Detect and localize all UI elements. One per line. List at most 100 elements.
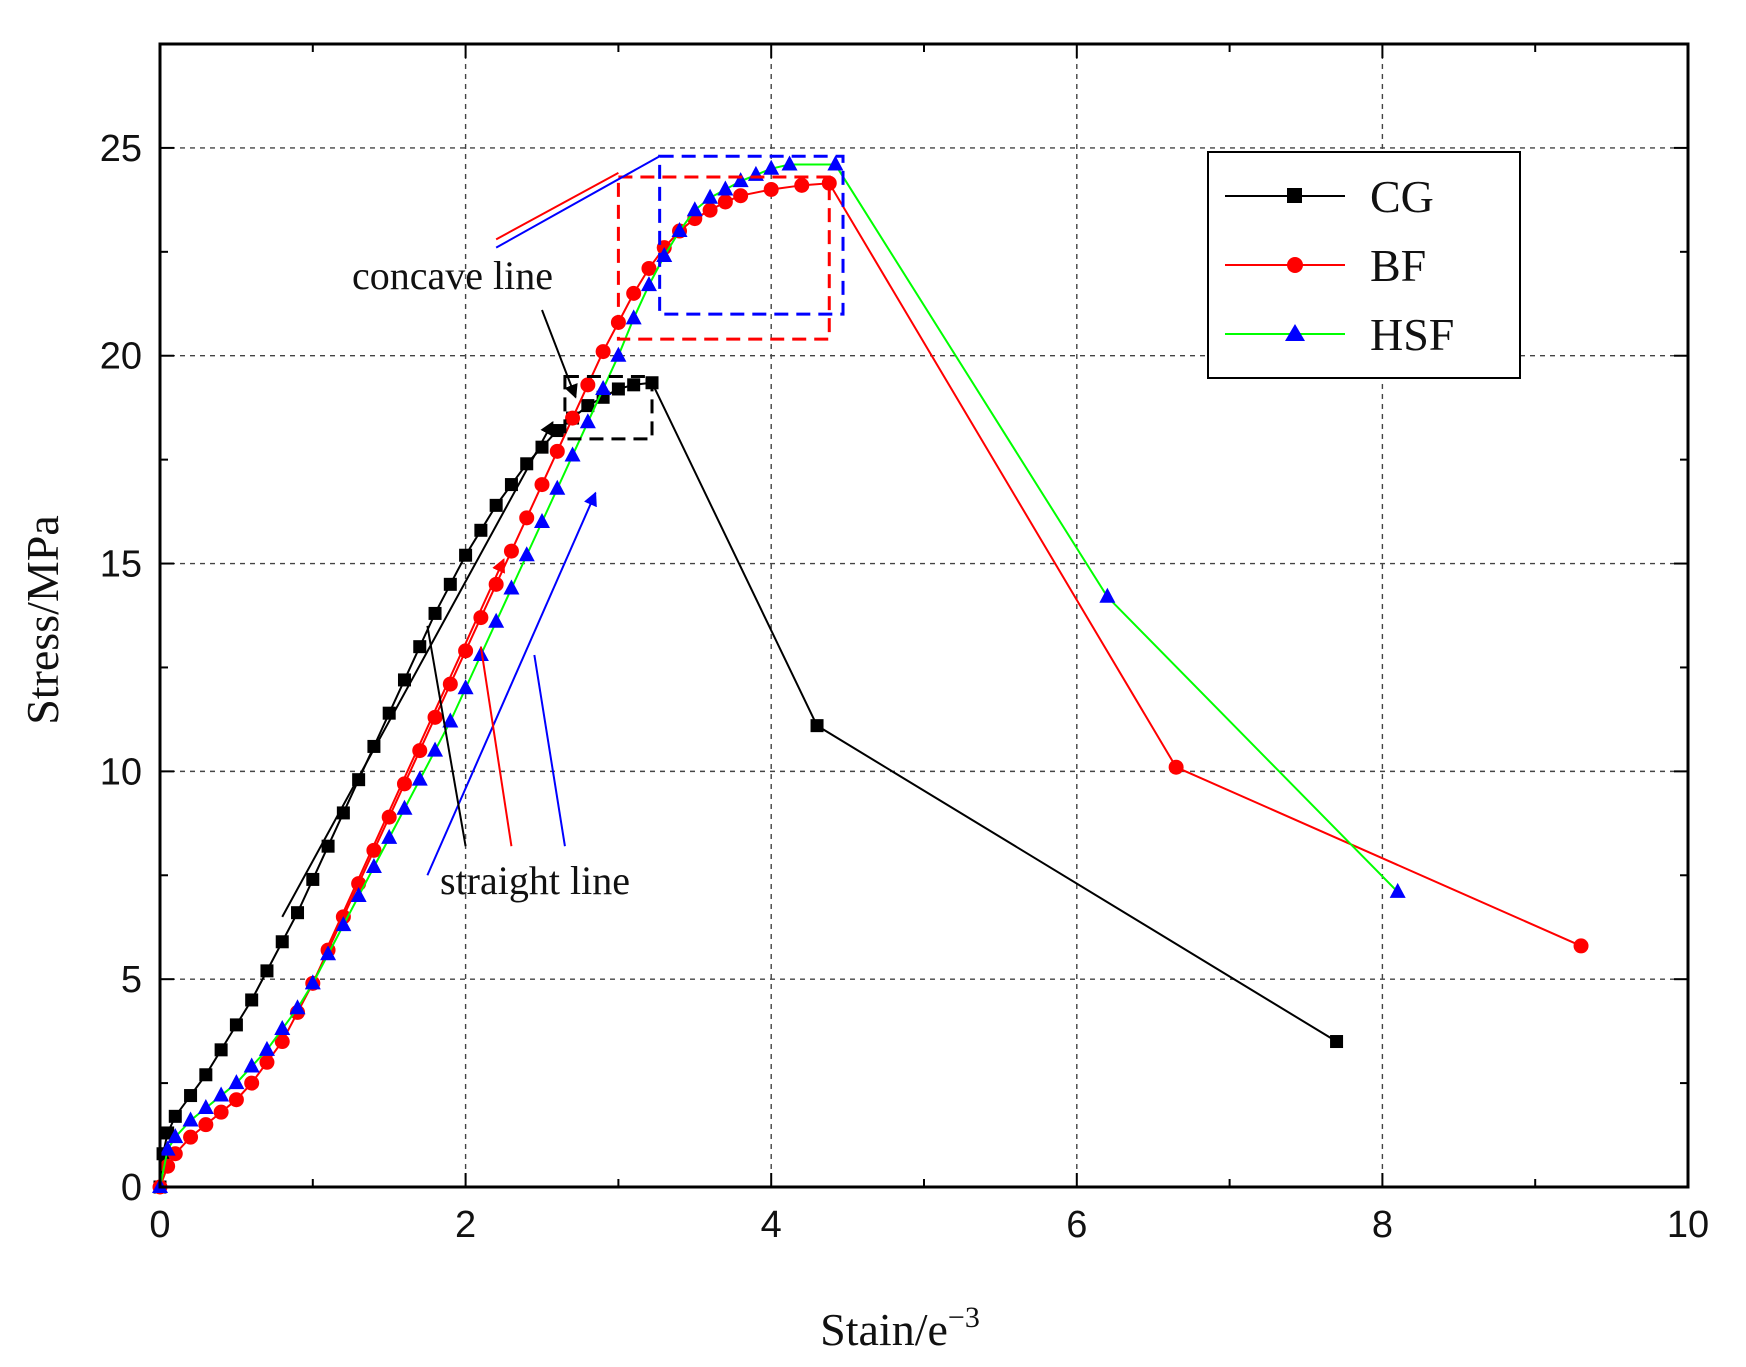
data-point-bf xyxy=(198,1117,214,1133)
data-point-bf xyxy=(519,510,535,526)
data-point-hsf xyxy=(686,201,703,217)
legend-marker-cg xyxy=(1287,188,1302,203)
data-point-cg xyxy=(504,478,518,492)
data-point-hsf xyxy=(579,413,596,429)
x-tick-label: 2 xyxy=(455,1204,476,1246)
straight-callout-bf xyxy=(479,646,513,847)
legend-label-hsf: HSF xyxy=(1370,309,1454,360)
data-point-hsf xyxy=(763,159,780,175)
data-point-bf xyxy=(702,202,718,218)
data-point-cg xyxy=(443,577,457,591)
y-tick-label: 5 xyxy=(121,959,142,1001)
data-point-bf xyxy=(763,181,779,197)
data-point-cg xyxy=(291,906,305,920)
data-point-cg xyxy=(1330,1035,1344,1049)
data-point-hsf xyxy=(671,222,688,238)
y-tick-label: 25 xyxy=(100,128,142,170)
data-point-hsf xyxy=(350,887,367,903)
data-point-cg xyxy=(161,1126,175,1140)
data-point-cg xyxy=(229,1018,243,1032)
data-point-bf xyxy=(244,1075,260,1091)
annotation-concave-line: concave line xyxy=(352,253,553,298)
series-cg xyxy=(153,376,1344,1194)
data-point-hsf xyxy=(304,974,321,990)
concave-callout-bf xyxy=(495,171,619,241)
data-point-bf xyxy=(1168,759,1184,775)
data-point-hsf xyxy=(717,180,734,196)
data-point-bf xyxy=(1573,938,1589,954)
data-point-cg xyxy=(321,839,335,853)
peak-box-bf xyxy=(616,175,831,341)
data-point-hsf xyxy=(427,741,444,757)
data-point-cg xyxy=(168,1109,182,1123)
data-point-cg xyxy=(611,382,625,396)
data-point-hsf xyxy=(274,1020,291,1036)
data-point-cg xyxy=(397,673,411,687)
data-point-bf xyxy=(821,175,837,191)
data-point-bf xyxy=(503,543,519,559)
data-point-hsf xyxy=(732,172,749,188)
legend-label-cg: CG xyxy=(1370,171,1434,222)
data-point-cg xyxy=(459,548,473,562)
data-point-hsf xyxy=(381,828,398,844)
legend-marker-hsf xyxy=(1285,324,1305,341)
data-point-hsf xyxy=(488,612,505,628)
data-point-bf xyxy=(580,377,596,393)
data-point-cg xyxy=(810,719,824,733)
data-point-hsf xyxy=(534,512,550,528)
data-point-hsf xyxy=(640,276,657,292)
data-point-cg xyxy=(214,1043,228,1057)
data-point-bf xyxy=(717,194,733,210)
legend-marker-bf xyxy=(1287,257,1303,273)
axis-ticks: 0 2 4 6 8 10 0 5 10 15 20 25 xyxy=(100,44,1709,1246)
plot-frame xyxy=(158,42,1690,1189)
data-point-bf xyxy=(595,344,611,360)
data-point-bf xyxy=(549,443,565,459)
data-point-hsf xyxy=(289,999,306,1015)
data-point-hsf xyxy=(182,1111,199,1127)
annotation-straight-line: straight line xyxy=(440,858,630,903)
data-point-hsf xyxy=(335,916,352,932)
data-point-cg xyxy=(260,964,274,978)
data-point-cg xyxy=(535,440,549,454)
concave-callout-hsf xyxy=(495,155,661,249)
straight-arrow-bf xyxy=(327,558,505,947)
peak-box-hsf xyxy=(658,154,845,316)
y-tick-label: 10 xyxy=(100,751,142,793)
data-point-cg xyxy=(474,523,488,537)
data-point-hsf xyxy=(213,1086,230,1102)
data-point-cg xyxy=(306,872,320,886)
data-point-hsf xyxy=(411,770,428,786)
data-point-cg xyxy=(428,606,442,620)
legend-box xyxy=(1207,151,1521,379)
data-point-bf xyxy=(458,643,474,659)
straight-arrow-cg xyxy=(281,421,554,918)
data-point-hsf xyxy=(243,1057,260,1073)
data-point-hsf xyxy=(610,346,627,362)
data-point-hsf xyxy=(625,309,642,325)
straight-callout-cg xyxy=(426,625,467,847)
data-point-hsf xyxy=(1389,882,1406,898)
data-point-hsf xyxy=(518,546,535,562)
annotations xyxy=(281,154,845,947)
data-point-bf xyxy=(473,610,489,626)
series-line-hsf xyxy=(159,163,1399,1188)
straight-arrow-hsf xyxy=(426,491,597,876)
data-point-bf xyxy=(274,1034,290,1050)
legend-label-bf: BF xyxy=(1370,240,1426,291)
x-axis-label: Stain/e−3 xyxy=(820,1301,980,1355)
data-point-bf xyxy=(534,477,550,493)
data-point-hsf xyxy=(197,1099,214,1115)
data-point-cg xyxy=(245,993,259,1007)
data-point-hsf xyxy=(457,679,474,695)
data-point-bf xyxy=(213,1104,229,1120)
data-point-cg xyxy=(199,1068,213,1082)
data-point-bf xyxy=(641,260,657,276)
data-point-bf xyxy=(626,285,642,301)
data-point-hsf xyxy=(503,579,520,595)
data-point-cg xyxy=(184,1089,198,1103)
data-point-hsf xyxy=(320,945,337,961)
x-tick-label: 0 xyxy=(149,1204,170,1246)
data-point-bf xyxy=(733,188,749,204)
